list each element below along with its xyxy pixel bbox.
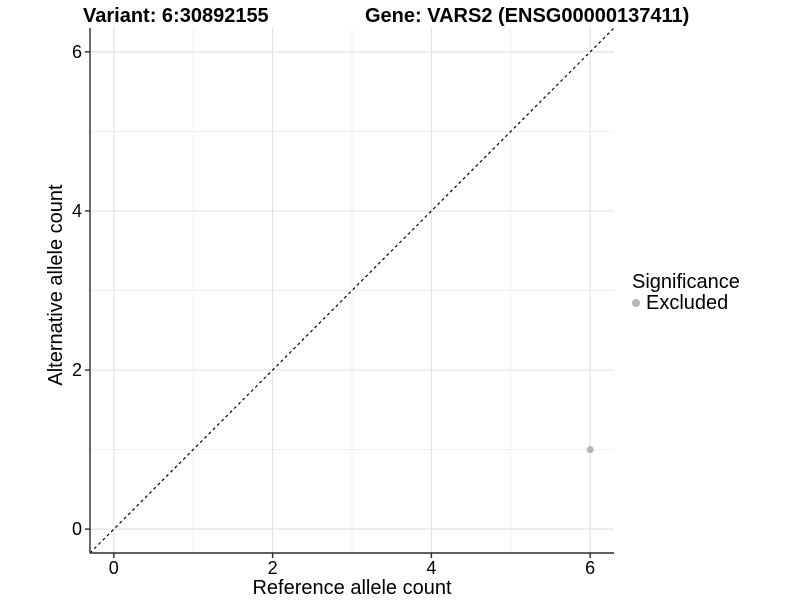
identity-line xyxy=(89,27,615,554)
x-tick-label: 2 xyxy=(268,558,278,578)
data-point xyxy=(586,446,594,454)
plot-title-gene: Gene: VARS2 (ENSG00000137411) xyxy=(365,5,690,27)
x-axis-title: Reference allele count xyxy=(252,577,452,599)
y-tick-label: 2 xyxy=(72,360,82,380)
y-tick-label: 4 xyxy=(72,201,82,221)
x-tick-label: 4 xyxy=(426,558,436,578)
x-tick-label: 0 xyxy=(109,558,119,578)
legend: Significance Excluded xyxy=(632,271,740,314)
y-axis-title: Alternative allele count xyxy=(45,184,67,386)
legend-item-label: Excluded xyxy=(646,291,729,314)
y-tick-label: 6 xyxy=(72,42,82,62)
legend-point-icon xyxy=(632,299,640,307)
plot-title-variant: Variant: 6:30892155 xyxy=(83,5,269,27)
legend-title: Significance xyxy=(632,271,740,293)
y-tick-label: 0 xyxy=(72,519,82,539)
x-tick-label: 6 xyxy=(585,558,595,578)
legend-item-excluded: Excluded xyxy=(632,291,740,314)
